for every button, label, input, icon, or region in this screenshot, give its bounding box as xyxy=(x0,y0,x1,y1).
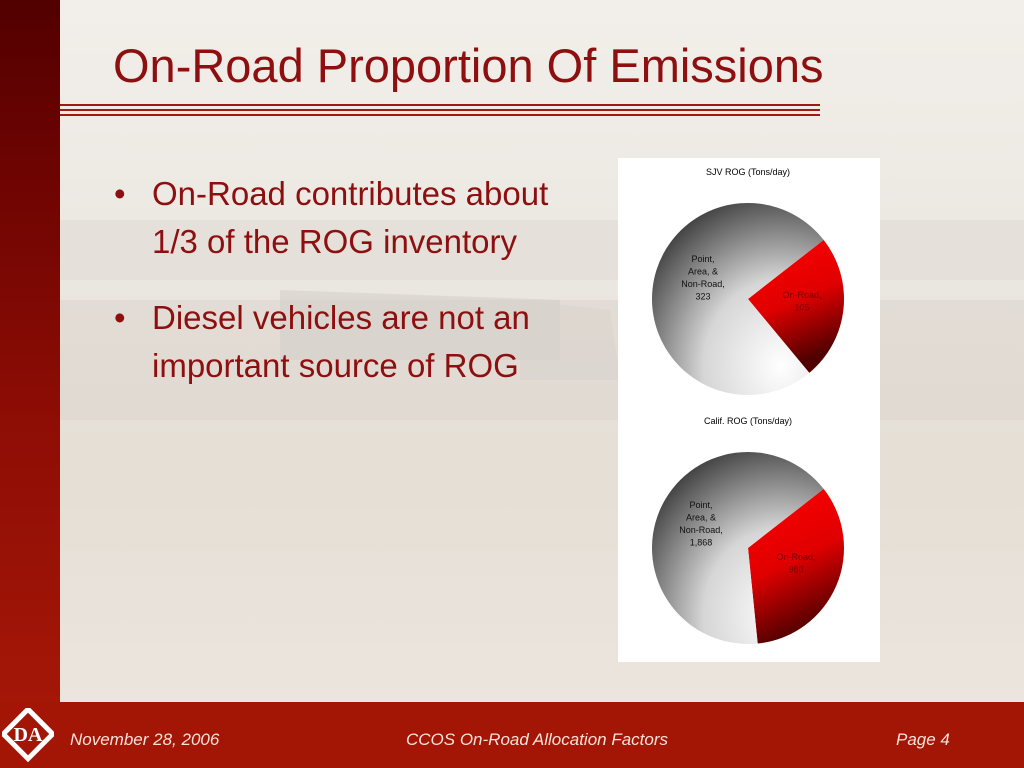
left-accent-bar xyxy=(0,0,60,702)
footer-date: November 28, 2006 xyxy=(70,730,220,749)
pie-charts-panel: SJV ROG (Tons/day) On-Road, 105 Point, Area,… xyxy=(618,158,880,662)
chart-title: SJV ROG (Tons/day) xyxy=(706,167,790,177)
bullet-dot: • xyxy=(114,175,126,212)
title-rule xyxy=(60,104,820,116)
pie-slice-on-road xyxy=(748,488,844,644)
pie-chart-sjv: SJV ROG (Tons/day) On-Road, 105 Point, Area,… xyxy=(652,167,844,395)
slice-label-on-road: On-Road, 960 xyxy=(776,552,815,575)
slice-label-point-area-non-road: Point, Area, & Non-Road, 323 xyxy=(681,254,725,302)
chart-title: Calif. ROG (Tons/day) xyxy=(704,416,792,426)
slide-title: On-Road Proportion Of Emissions xyxy=(113,39,824,92)
pie-slice-point-area-non-road xyxy=(652,452,824,644)
footer-page-number: Page 4 xyxy=(896,730,950,749)
pie-slice-point-area-non-road xyxy=(652,202,824,395)
bullet-text: On-Road contributes about 1/3 of the ROG… xyxy=(152,175,549,260)
pie-slice-on-road xyxy=(748,239,844,373)
slice-label-point-area-non-road: Point, Area, & Non-Road, 1,868 xyxy=(679,500,723,548)
pie-charts-svg: SJV ROG (Tons/day) On-Road, 105 Point, Area,… xyxy=(652,167,844,644)
footer-bar xyxy=(0,702,1024,768)
footer-center-title: CCOS On-Road Allocation Factors xyxy=(406,730,669,749)
bullet-dot: • xyxy=(114,299,126,336)
logo-text: DA xyxy=(14,724,43,746)
bullet-list: • On-Road contributes about 1/3 of the R… xyxy=(112,170,582,390)
bullet-item: • Diesel vehicles are not an important s… xyxy=(112,294,582,390)
slice-label-on-road: On-Road, 105 xyxy=(782,290,821,313)
bullet-item: • On-Road contributes about 1/3 of the R… xyxy=(112,170,582,266)
bullet-text: Diesel vehicles are not an important sou… xyxy=(152,299,530,384)
company-logo: DA xyxy=(2,708,54,763)
pie-chart-california: Calif. ROG (Tons/day) On-Road, 960 Point, Ar… xyxy=(652,416,844,644)
